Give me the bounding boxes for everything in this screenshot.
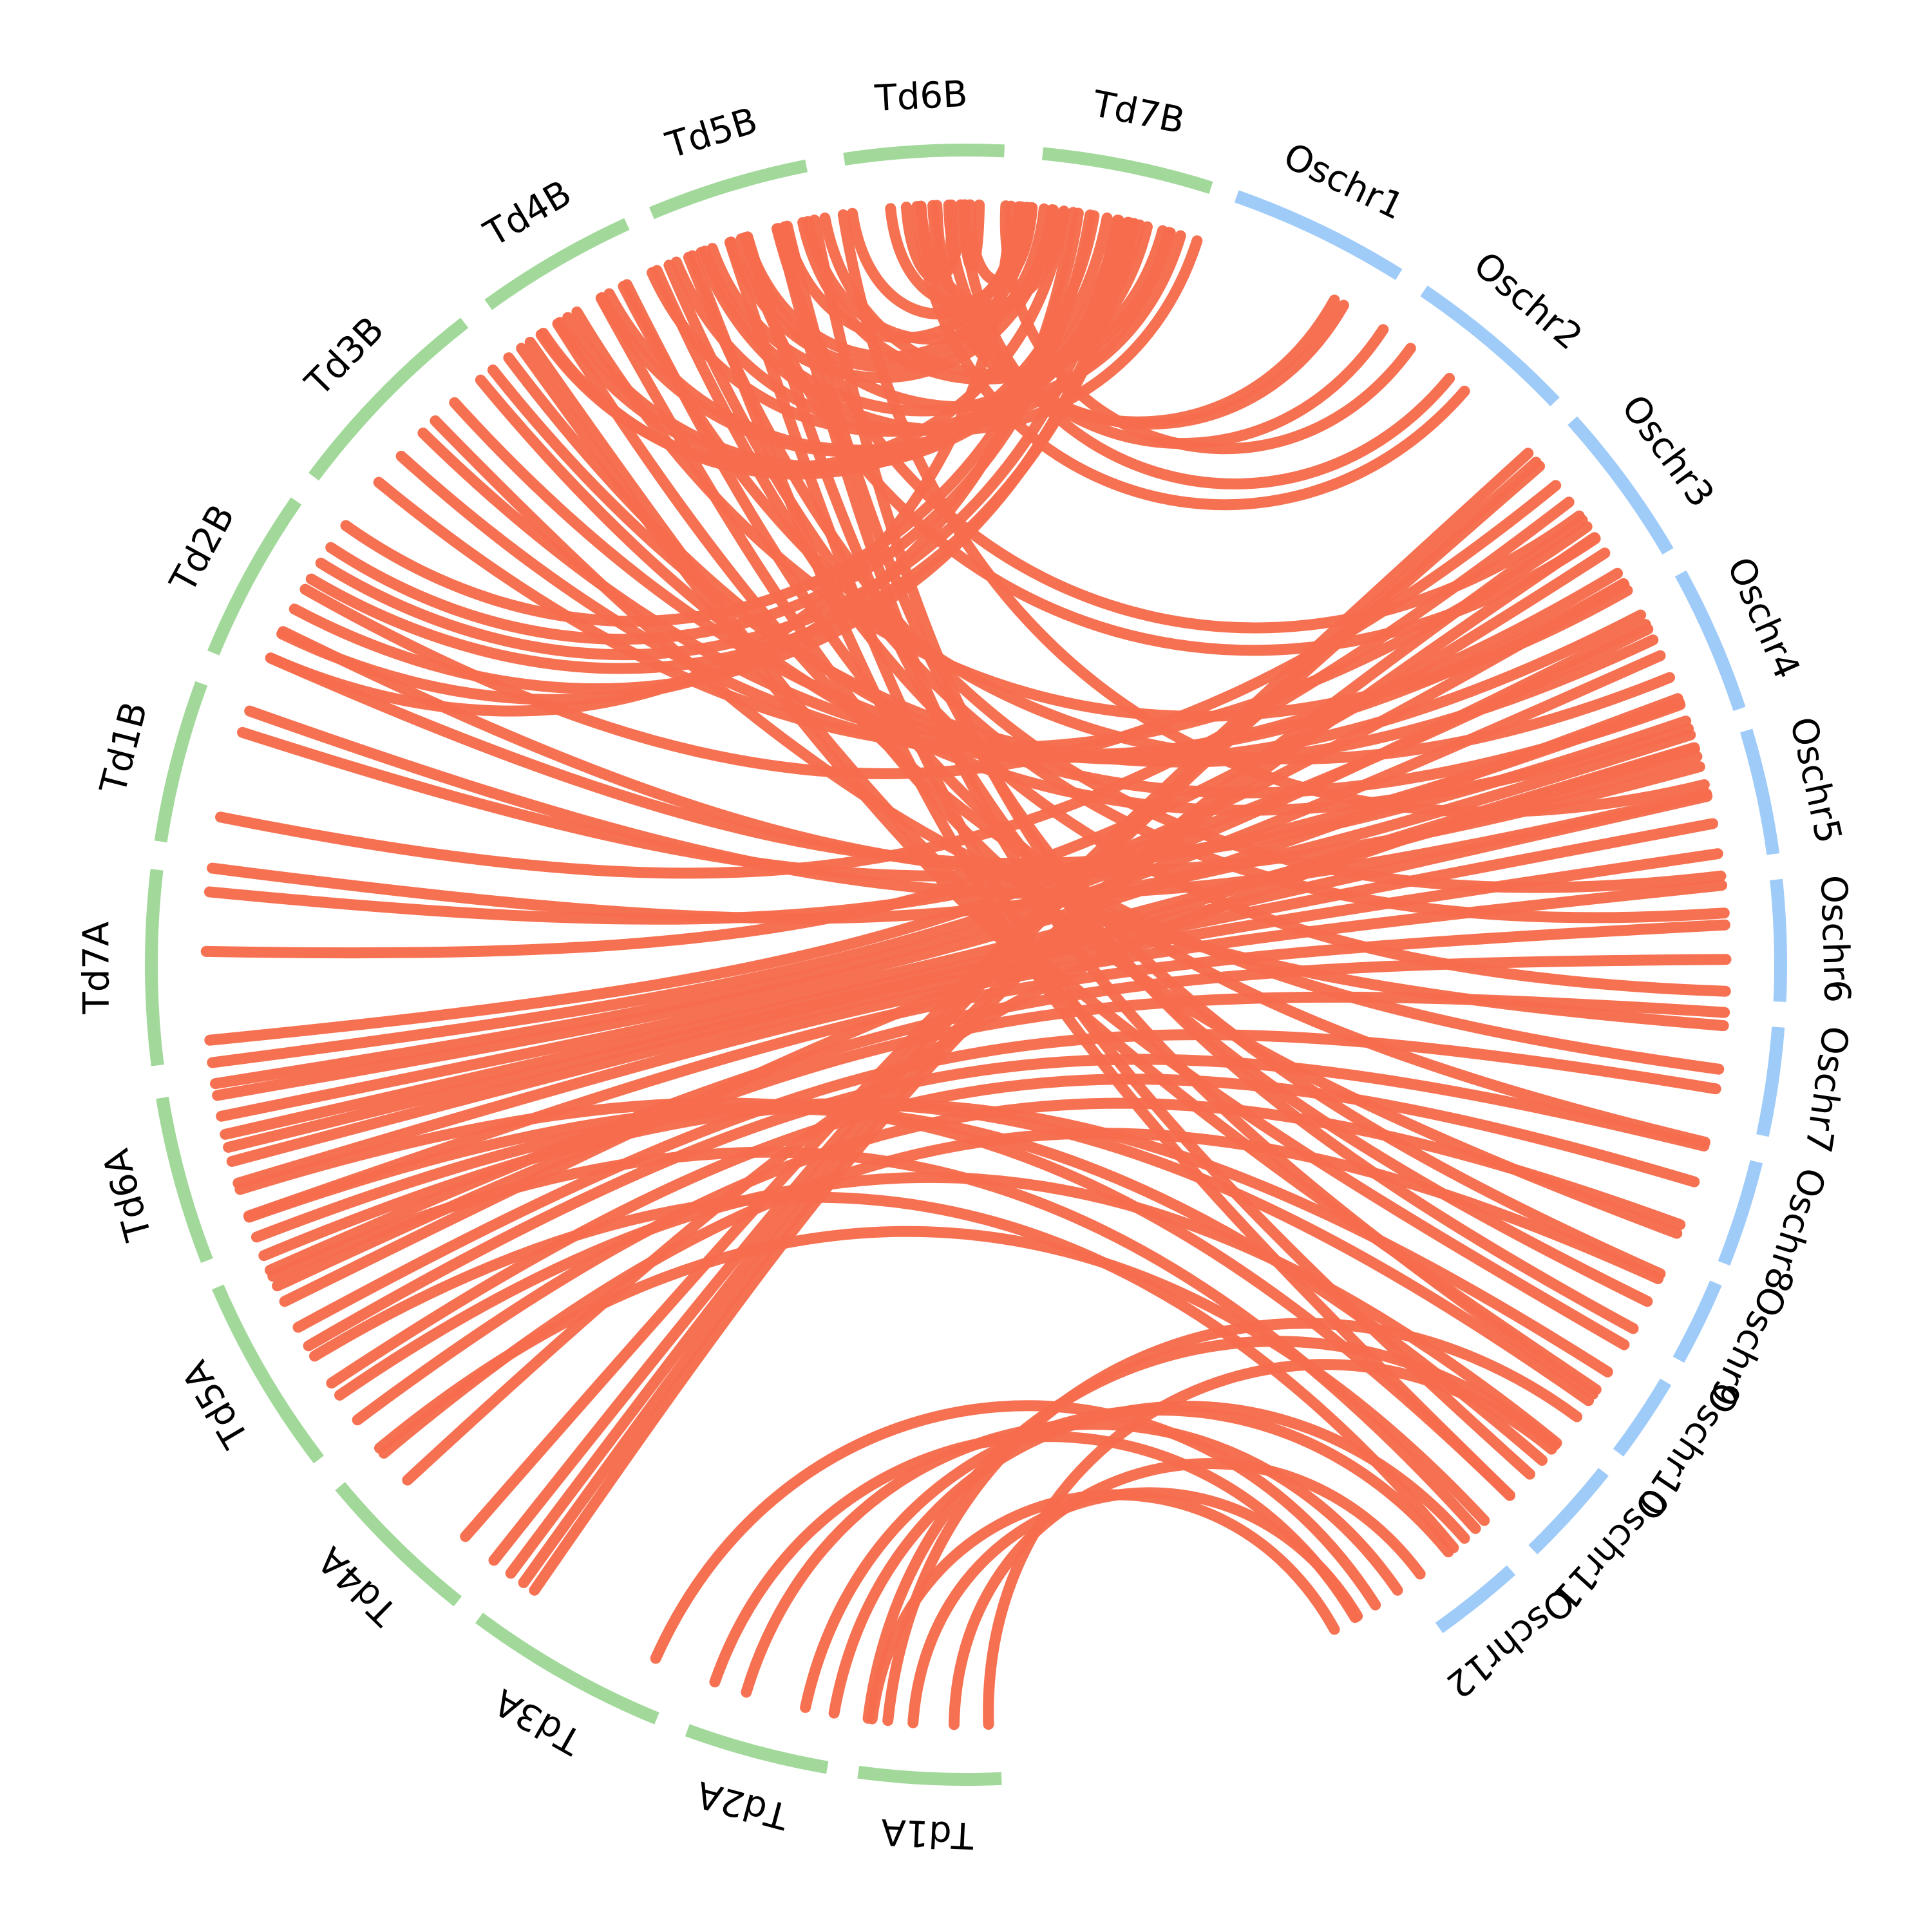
chromosome-label-td4a: Td4A xyxy=(310,1539,406,1634)
chromosome-arc-td4b xyxy=(484,218,630,310)
synteny-link xyxy=(772,223,1585,634)
chromosome-label-oschr12: Oschr12 xyxy=(1438,1579,1582,1706)
chromosome-label-td6b: Td6B xyxy=(873,73,969,120)
chromosome-arc-oschr2 xyxy=(1420,285,1560,406)
chromosome-label-oschr4: Oschr4 xyxy=(1719,551,1808,685)
synteny-link xyxy=(529,532,1600,1596)
synteny-link xyxy=(258,1098,1613,1378)
chromosome-label-td1b: Td1B xyxy=(92,697,156,798)
synteny-link xyxy=(220,791,1713,1140)
chromosome-arc-oschr9 xyxy=(1672,1280,1722,1363)
chromosome-arc-td7b xyxy=(1042,147,1213,194)
synteny-link xyxy=(959,199,1455,489)
chromosome-arc-td2a xyxy=(685,1724,829,1774)
chromosome-label-td7a: Td7A xyxy=(75,922,118,1015)
chromosome-arc-td5a xyxy=(212,1284,325,1464)
chromosome-label-td6a: Td6A xyxy=(95,1144,160,1245)
chromosome-label-td2a: Td2A xyxy=(692,1773,793,1837)
chromosome-arc-oschr4 xyxy=(1674,570,1746,711)
synteny-link xyxy=(303,1054,1710,1352)
chromosome-arc-td6b xyxy=(843,143,1005,166)
synteny-link xyxy=(207,619,1651,1068)
chromosome-arc-td3a xyxy=(475,1613,659,1725)
chromosome-arc-oschr1 xyxy=(1234,190,1403,280)
chromosome-arc-oschr11 xyxy=(1528,1468,1609,1555)
chromosome-label-td2b: Td2B xyxy=(162,498,243,600)
chromosome-label-td1a: Td1A xyxy=(880,1810,976,1856)
synteny-link xyxy=(651,265,1731,997)
synteny-link xyxy=(882,1318,1583,1727)
synteny-link xyxy=(460,448,1534,1542)
synteny-link xyxy=(915,200,1340,428)
chromosome-label-td7b: Td7B xyxy=(1088,83,1188,142)
chromosome-arc-td3b xyxy=(308,317,469,481)
synteny-link xyxy=(518,515,1588,1588)
synteny-link xyxy=(215,497,1575,879)
synteny-link xyxy=(949,1458,1426,1730)
chromosome-arc-oschr12 xyxy=(1435,1565,1516,1634)
synteny-link xyxy=(911,201,1470,511)
chromosome-arc-td5b xyxy=(649,159,808,220)
synteny-link xyxy=(204,579,1630,1046)
chromosome-arc-oschr5 xyxy=(1740,728,1780,855)
synteny-link xyxy=(828,1401,1470,1719)
chromosome-arc-oschr7 xyxy=(1756,1027,1785,1137)
chromosome-arc-td1b xyxy=(154,681,208,843)
chromosome-arc-oschr6 xyxy=(1770,878,1788,1002)
synteny-link xyxy=(505,460,1546,1579)
chromosome-arc-td6a xyxy=(156,1096,213,1264)
chromosome-label-td5a: Td5A xyxy=(175,1354,258,1455)
synteny-link xyxy=(907,1487,1363,1728)
synteny-link xyxy=(223,818,1718,1153)
synteny-link xyxy=(943,199,1389,450)
synteny-link xyxy=(983,1359,1557,1730)
chromosome-label-oschr5: Oschr5 xyxy=(1782,714,1850,847)
synteny-link xyxy=(210,650,1666,1090)
chromosome-label-td3a: Td3A xyxy=(488,1680,589,1763)
chromosome-arc-td2b xyxy=(207,497,302,656)
synteny-link xyxy=(650,1400,1381,1664)
chromosome-label-td4b: Td4B xyxy=(477,173,579,256)
chromosome-arc-td4a xyxy=(335,1482,462,1607)
chromosome-arcs xyxy=(145,143,1788,1786)
chromosome-arc-td1a xyxy=(857,1765,1002,1786)
synteny-link xyxy=(292,1029,1721,1333)
synteny-link xyxy=(212,693,1683,1101)
chromosome-label-oschr8: Oschr8 xyxy=(1754,1162,1833,1297)
chromosome-label-td5b: Td5B xyxy=(661,100,762,167)
chromosome-arc-oschr8 xyxy=(1718,1160,1763,1266)
chromosome-arc-oschr3 xyxy=(1567,416,1674,555)
chromosome-label-td3b: Td3B xyxy=(297,308,392,404)
synteny-link xyxy=(340,207,1084,627)
synteny-links xyxy=(200,199,1732,1730)
synteny-link xyxy=(243,1103,1548,1466)
chromosome-arc-td7a xyxy=(145,869,164,1066)
chromosome-label-oschr7: Oschr7 xyxy=(1797,1023,1857,1155)
chromosome-arc-oschr10 xyxy=(1613,1378,1672,1457)
chromosome-label-oschr6: Oschr6 xyxy=(1812,875,1858,1003)
synteny-link xyxy=(309,1191,1459,1553)
